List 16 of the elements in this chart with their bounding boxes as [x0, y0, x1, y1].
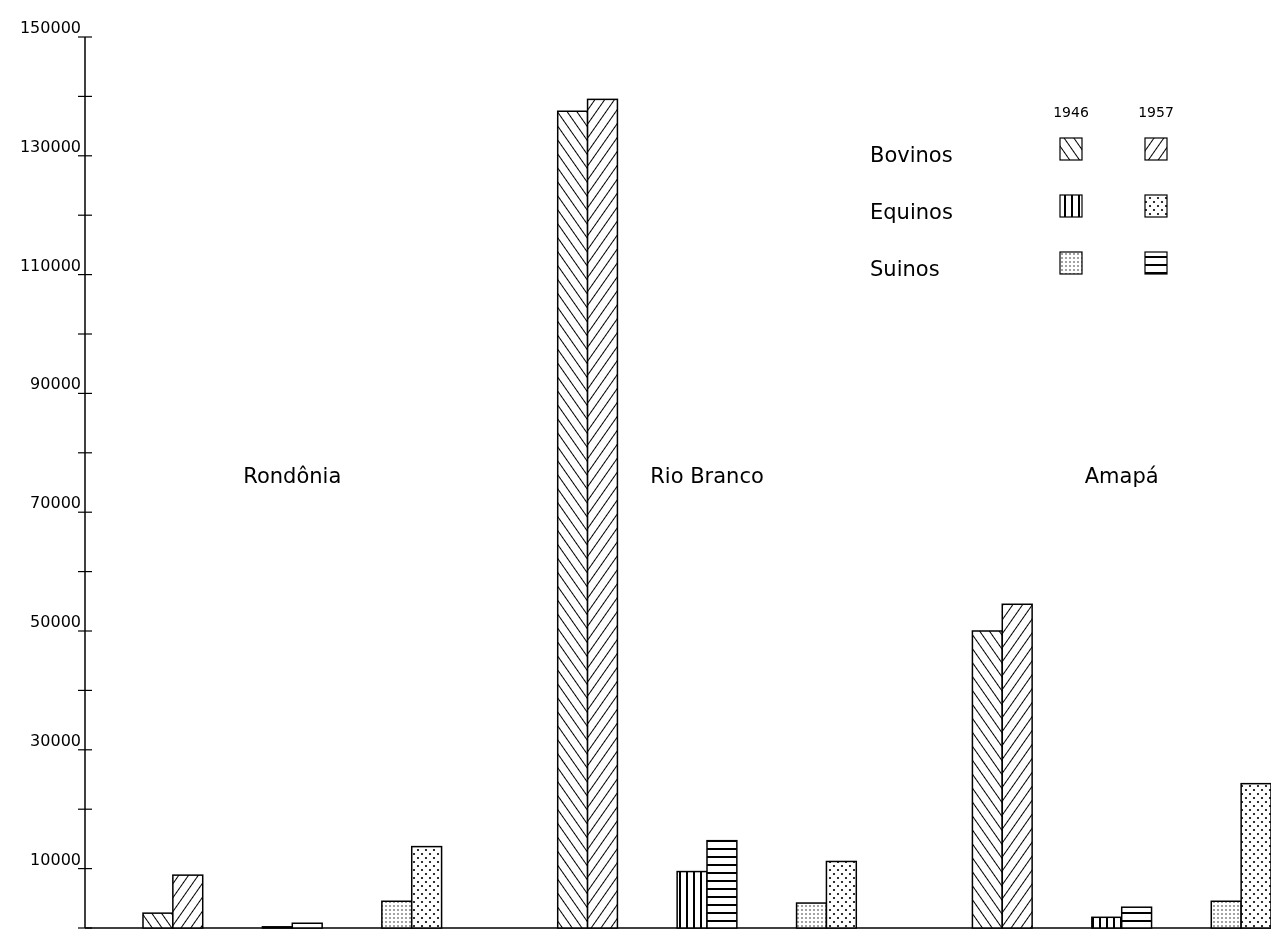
y-tick-label: 70000 [30, 493, 81, 513]
y-tick-label: 90000 [30, 374, 81, 394]
annotation: Equinos [870, 200, 953, 224]
annotation: 1957 [1138, 104, 1174, 120]
y-tick-label: 10000 [30, 849, 81, 869]
x-tick-label: Rondônia [243, 463, 342, 488]
y-tick-label: 110000 [19, 255, 81, 275]
y-tick-label: 130000 [19, 136, 81, 156]
annotation: Bovinos [870, 143, 953, 167]
annotation: Suinos [870, 257, 940, 281]
y-tick-label: 50000 [30, 612, 81, 631]
x-tick-label: Rio Branco [650, 463, 764, 488]
x-tick-label: Amapá [1084, 463, 1159, 488]
y-tick-label: 150000 [19, 18, 81, 37]
annotation: 1946 [1053, 104, 1089, 120]
y-tick-label: 30000 [30, 730, 81, 750]
